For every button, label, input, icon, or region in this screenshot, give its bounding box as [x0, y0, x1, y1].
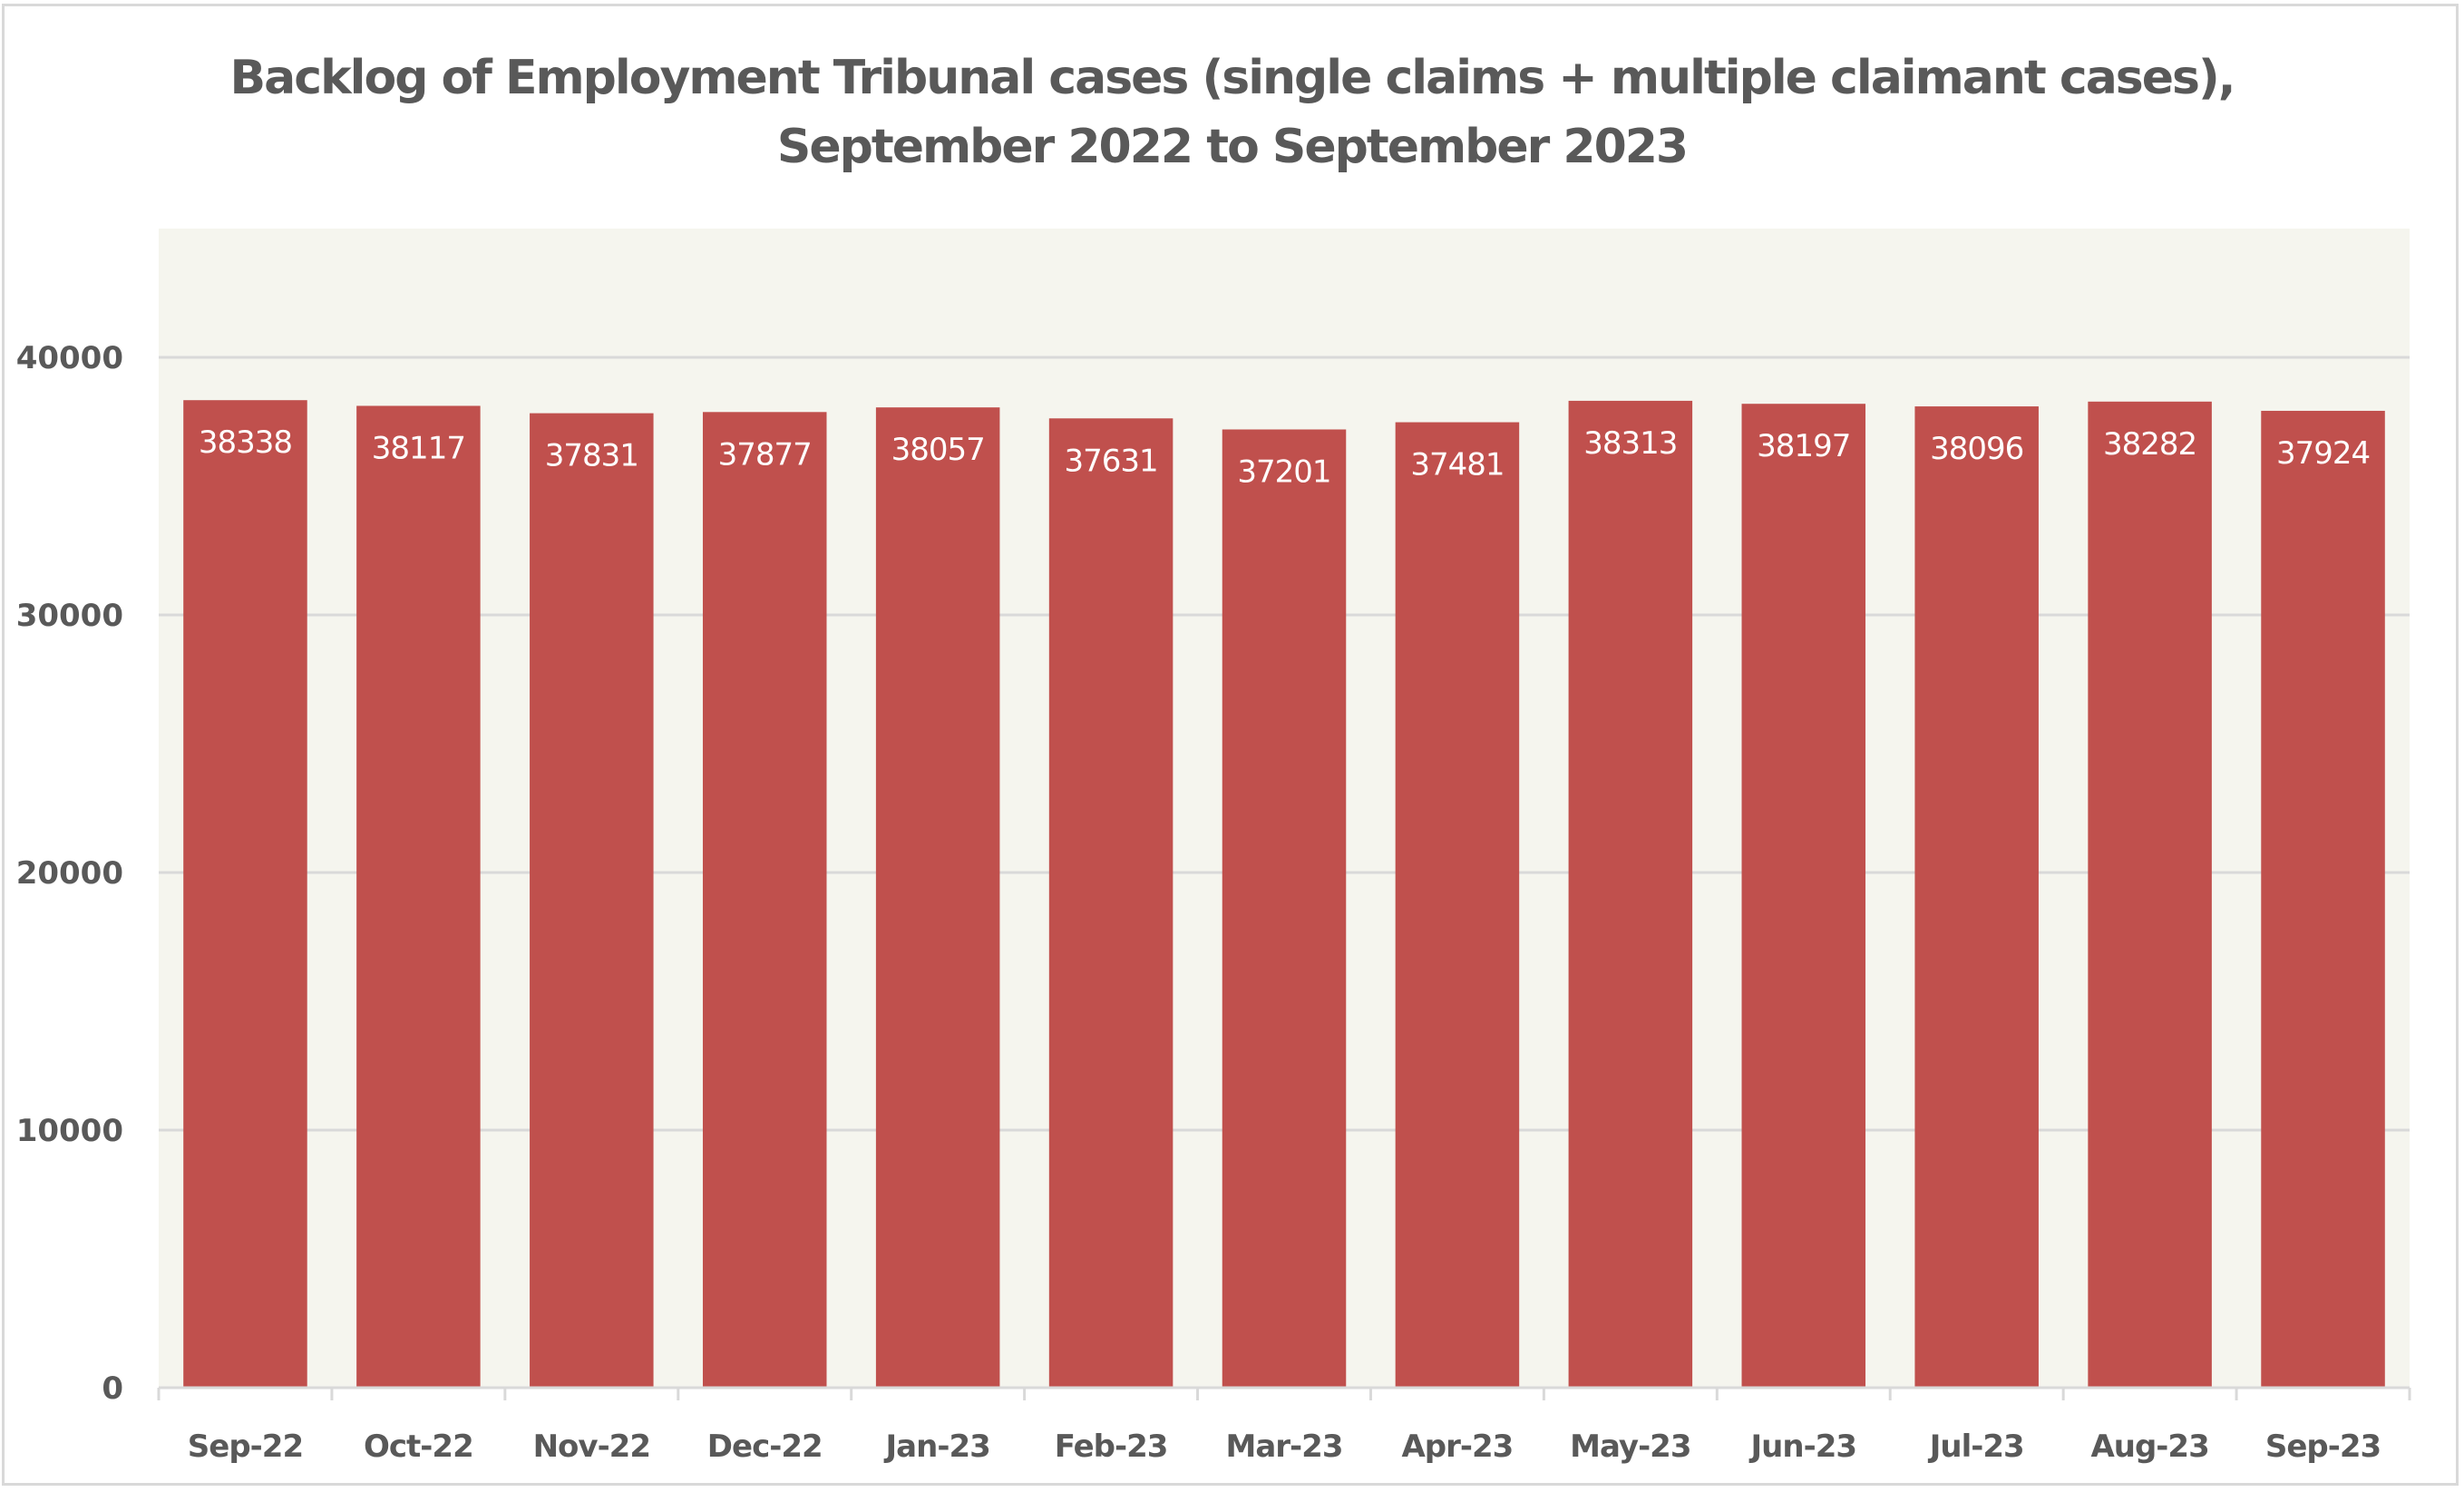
y-tick-label: 30000	[16, 598, 123, 634]
y-axis: 0 10000 20000 30000 40000	[16, 340, 123, 1407]
bars	[183, 400, 2385, 1389]
x-tick-label: Jun-23	[1749, 1429, 1857, 1465]
data-label: 37631	[1064, 443, 1157, 479]
chart-title-line-2: September 2022 to September 2023	[776, 120, 1689, 174]
data-label: 38057	[891, 432, 985, 468]
data-label: 38282	[2103, 426, 2196, 463]
bar	[1914, 406, 2039, 1388]
y-tick-label: 20000	[16, 855, 123, 892]
y-tick-label: 0	[102, 1370, 123, 1407]
x-tick-label: Mar-23	[1226, 1429, 1343, 1465]
data-labels: 38338 38117 37831 37877 38057 37631 37201 37481…	[199, 424, 2371, 490]
bar	[356, 405, 481, 1389]
data-label: 38096	[1930, 431, 2023, 467]
bar	[875, 407, 1000, 1389]
x-tick-label: Nov-22	[533, 1429, 650, 1465]
bar	[1222, 429, 1347, 1389]
x-tick-label: Feb-23	[1055, 1429, 1168, 1465]
data-label: 38338	[199, 424, 292, 461]
data-label: 37831	[545, 438, 638, 474]
x-tick-label: Jan-23	[884, 1429, 990, 1465]
data-label: 38197	[1757, 428, 1850, 464]
bar	[1048, 418, 1174, 1389]
bar	[530, 413, 654, 1388]
x-tick-label: Oct-22	[364, 1429, 473, 1465]
bar	[702, 412, 827, 1388]
x-tick-label: Sep-23	[2265, 1429, 2381, 1465]
x-tick-label: Aug-23	[2090, 1429, 2208, 1465]
data-label: 37481	[1410, 447, 1504, 483]
x-tick-label: Sep-22	[188, 1429, 303, 1465]
y-tick-label: 10000	[16, 1113, 123, 1149]
data-label: 37201	[1237, 453, 1330, 490]
x-tick-label: Dec-22	[707, 1429, 823, 1465]
chart-title-line-1: Backlog of Employment Tribunal cases (si…	[229, 51, 2236, 105]
data-label: 38117	[372, 430, 465, 466]
x-axis: Sep-22 Oct-22 Nov-22 Dec-22 Jan-23 Feb-23 Mar-…	[157, 1386, 2411, 1465]
chart-title: Backlog of Employment Tribunal cases (si…	[0, 44, 2464, 181]
bar	[1741, 404, 1866, 1388]
bar	[2088, 401, 2212, 1388]
data-label: 37924	[2276, 435, 2370, 472]
bar	[1395, 422, 1520, 1389]
data-label: 37877	[718, 436, 812, 473]
x-tick-label: Apr-23	[1401, 1429, 1513, 1465]
x-tick-label: May-23	[1570, 1429, 1690, 1465]
bar	[1568, 400, 1693, 1389]
y-tick-label: 40000	[16, 340, 123, 376]
x-tick-label: Jul-23	[1928, 1429, 2024, 1465]
bar	[183, 400, 307, 1388]
bar	[2261, 410, 2385, 1389]
data-label: 38313	[1583, 425, 1677, 462]
